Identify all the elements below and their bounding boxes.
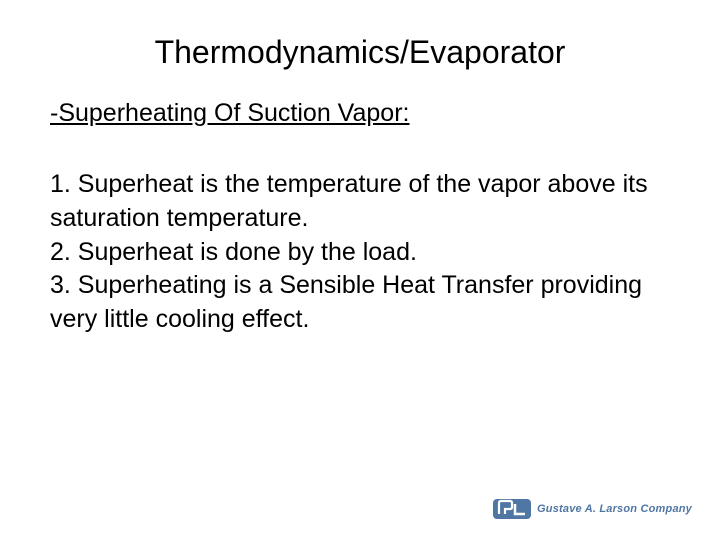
slide-body: 1. Superheat is the temperature of the v… xyxy=(50,168,670,337)
slide-subtitle: -Superheating Of Suction Vapor: xyxy=(50,99,670,128)
point-3: 3. Superheating is a Sensible Heat Trans… xyxy=(50,269,670,337)
slide-title: Thermodynamics/Evaporator xyxy=(50,34,670,71)
point-2: 2. Superheat is done by the load. xyxy=(50,236,670,270)
company-logo: Gustave A. Larson Company xyxy=(493,496,692,522)
point-1: 1. Superheat is the temperature of the v… xyxy=(50,168,670,236)
logo-company-name: Gustave A. Larson Company xyxy=(537,503,692,515)
slide: Thermodynamics/Evaporator -Superheating … xyxy=(0,0,720,540)
logo-mark-icon xyxy=(493,496,531,522)
